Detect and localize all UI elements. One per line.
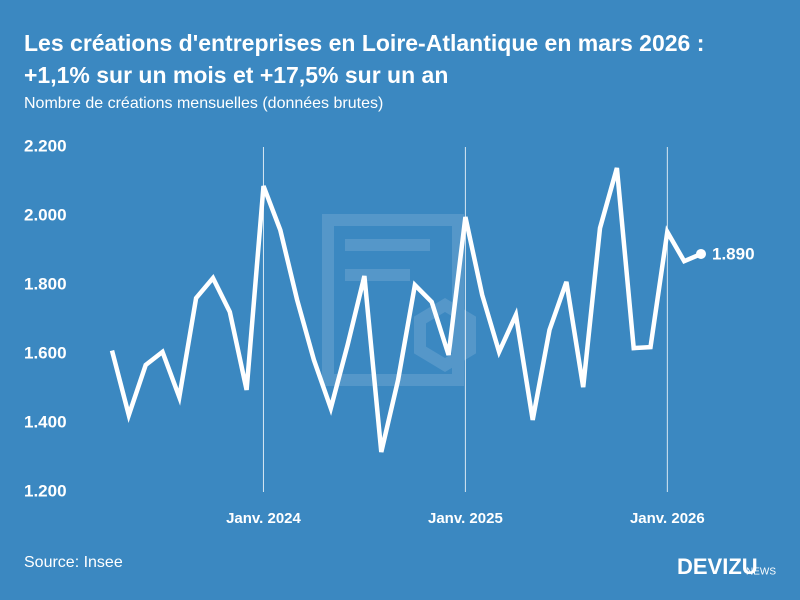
chart-title: Les créations d'entreprises en Loire-Atl… bbox=[24, 30, 704, 56]
watermark bbox=[322, 214, 476, 386]
x-tick-label: Janv. 2025 bbox=[428, 510, 503, 527]
y-tick-label: 2.000 bbox=[24, 205, 67, 224]
value-label: 1.890 bbox=[712, 244, 755, 263]
x-tick-label: Janv. 2026 bbox=[630, 510, 705, 527]
end-point bbox=[696, 248, 706, 259]
y-tick-label: 1.200 bbox=[24, 481, 67, 500]
brand-suffix: NEWS bbox=[746, 567, 776, 578]
chart-title: +1,1% sur un mois et +17,5% sur un an bbox=[24, 62, 448, 88]
source: Source: Insee bbox=[24, 554, 123, 571]
y-tick-label: 1.600 bbox=[24, 343, 67, 362]
brand: DEVIZU bbox=[677, 554, 758, 579]
x-tick-label: Janv. 2024 bbox=[226, 510, 301, 527]
y-tick-label: 2.200 bbox=[24, 136, 67, 155]
y-tick-label: 1.400 bbox=[24, 412, 67, 431]
chart-subtitle: Nombre de créations mensuelles (données … bbox=[24, 95, 383, 112]
y-tick-label: 1.800 bbox=[24, 274, 67, 293]
line bbox=[109, 167, 702, 453]
